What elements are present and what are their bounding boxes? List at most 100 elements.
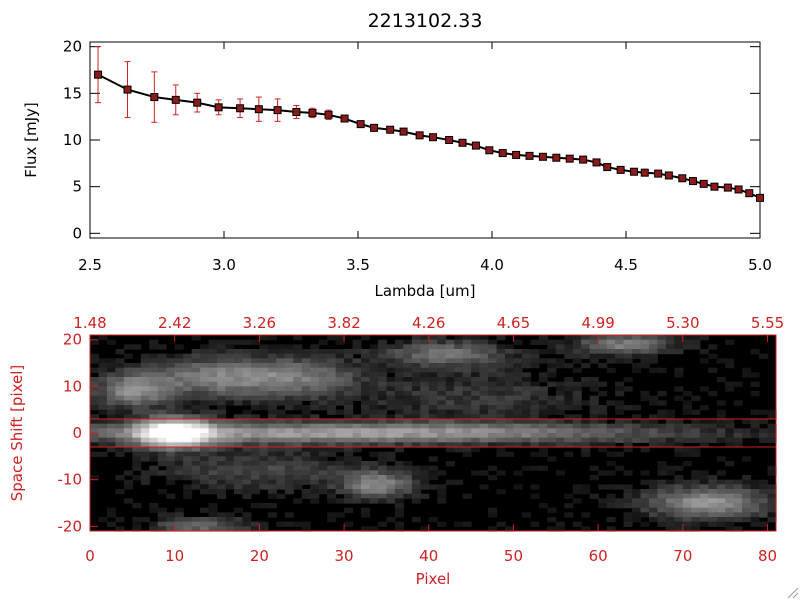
image-pixel (293, 447, 303, 453)
image-pixel (615, 400, 625, 406)
image-pixel (513, 409, 523, 415)
image-pixel (377, 442, 388, 448)
image-pixel (208, 456, 218, 462)
image-pixel (217, 367, 227, 373)
image-pixel (140, 517, 150, 523)
image-pixel (521, 419, 531, 425)
image-pixel (420, 400, 430, 406)
image-pixel (259, 344, 269, 350)
spectrum-x-tick-label: 4.5 (614, 256, 638, 274)
image-pixel (318, 367, 328, 373)
image-pixel (632, 414, 642, 420)
image-pixel (632, 335, 642, 341)
image-pixel (725, 521, 735, 527)
image-pixel (352, 358, 362, 364)
image-pixel (115, 395, 125, 401)
image-pixel (217, 409, 227, 415)
image-pixel (742, 493, 752, 499)
image-pixel (708, 391, 718, 397)
image-pixel (437, 367, 447, 373)
image-pixel (259, 363, 269, 369)
image-pixel (166, 461, 176, 467)
image-pixel (420, 395, 430, 401)
image-pixel (140, 363, 150, 369)
image-pixel (496, 349, 506, 355)
image-pixel (157, 526, 167, 532)
image-pixel (403, 484, 413, 490)
image-pixel (581, 400, 591, 406)
image-pixel (123, 372, 133, 378)
image-pixel (716, 498, 726, 504)
image-pixel (90, 475, 100, 481)
image-pixel (521, 433, 531, 439)
image-pixel (344, 428, 354, 434)
image-pixel (166, 372, 176, 378)
image-pixel (301, 405, 311, 411)
image-pixel (200, 386, 210, 392)
image-pixel (352, 414, 362, 420)
image-pixel (454, 358, 464, 364)
image-pixel (606, 503, 616, 509)
image-pixel (344, 498, 354, 504)
image-pixel (352, 395, 362, 401)
image-pixel (682, 517, 692, 523)
image-pixel (598, 339, 608, 345)
image-pixel (115, 349, 125, 355)
image-pixel (242, 363, 252, 369)
image-pixel (394, 381, 404, 387)
image-pixel (521, 395, 531, 401)
image-pixel (394, 526, 404, 532)
image-pixel (716, 409, 726, 415)
image-pixel (445, 423, 455, 429)
image-pixel (174, 405, 184, 411)
image-pixel (310, 358, 320, 364)
image-pixel (488, 400, 498, 406)
image-pixel (250, 400, 260, 406)
image-pixel (233, 437, 244, 443)
image-pixel (733, 433, 743, 439)
image-pixel (496, 381, 506, 387)
image-pixel (648, 489, 659, 495)
image-pixel (233, 507, 244, 513)
image-pixel (437, 381, 447, 387)
image-pixel (250, 503, 260, 509)
image-pixel (174, 414, 184, 420)
image-pixel (310, 349, 320, 355)
image-pixel (682, 493, 692, 499)
image-pixel (462, 386, 472, 392)
image-pixel (471, 344, 481, 350)
image-pixel (581, 335, 591, 341)
image-pixel (149, 339, 159, 345)
image-pixel (674, 512, 684, 518)
image-pixel (420, 526, 430, 532)
image-pixel (555, 437, 565, 443)
image-pixel (284, 395, 294, 401)
image-pixel (428, 339, 438, 345)
image-pixel (488, 526, 498, 532)
image-pixel (759, 437, 769, 443)
image-pixel (479, 484, 489, 490)
image-pixel (132, 521, 142, 527)
resize-grip-icon[interactable] (787, 587, 799, 599)
image-pixel (420, 358, 430, 364)
image-pixel (437, 405, 447, 411)
image-pixel (394, 503, 404, 509)
image-pixel (242, 475, 252, 481)
image-pixel (233, 470, 244, 476)
image-pixel (284, 456, 294, 462)
image-pixel (420, 391, 430, 397)
image-pixel (327, 372, 337, 378)
spectrum-x-ticks: 2.5 3.0 3.5 4.0 4.5 5.0 (78, 42, 772, 274)
image-pixel (648, 437, 659, 443)
image-pixel (437, 521, 447, 527)
image-pixel (157, 358, 167, 364)
image-pixel (327, 335, 337, 341)
image-pixel (589, 386, 599, 392)
image-pixel (733, 400, 743, 406)
image-pixel (200, 344, 210, 350)
image-pixel (504, 526, 515, 532)
image-pixel (310, 344, 320, 350)
image-pixel (555, 521, 565, 527)
image-pixel (174, 381, 184, 387)
image-pixel (115, 526, 125, 532)
